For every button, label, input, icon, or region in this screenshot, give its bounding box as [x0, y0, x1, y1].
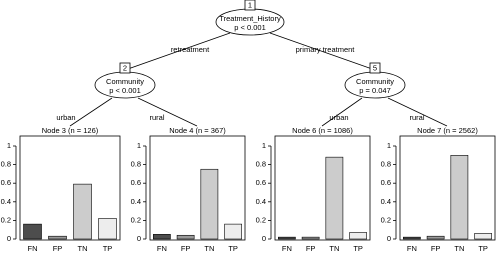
- x-tick-label: TP: [103, 244, 113, 253]
- y-tick-label: 1: [387, 141, 391, 150]
- plot-box: [399, 135, 496, 241]
- edge-label: primary treatment: [296, 45, 356, 54]
- x-tick-label: TN: [204, 244, 214, 253]
- edge: [387, 97, 448, 127]
- edge-labels: retreatment primary treatment urban rura…: [56, 45, 424, 122]
- node-p: p < 0.001: [234, 23, 266, 32]
- bar: [450, 155, 469, 240]
- chart-title: Node 3 (n = 126): [42, 126, 99, 135]
- plot-box: [19, 135, 121, 241]
- bar: [349, 232, 367, 240]
- y-tick-label: 1: [262, 141, 266, 150]
- edge-label: urban: [56, 113, 75, 122]
- bar: [176, 234, 195, 240]
- bar: [153, 234, 171, 240]
- edge: [321, 97, 363, 127]
- bar: [278, 236, 296, 240]
- node-id-box: [119, 62, 131, 74]
- node-label: Community: [356, 77, 394, 86]
- bar: [73, 183, 92, 240]
- edge-label: urban: [329, 113, 348, 122]
- bar: [200, 168, 219, 240]
- y-tick-label: 0.8: [131, 160, 141, 169]
- chart-title: Node 4 (n = 367): [169, 126, 226, 135]
- x-tick-label: FN: [407, 244, 417, 253]
- edge: [124, 32, 231, 71]
- node-label: Community: [106, 77, 144, 86]
- x-tick-label: FP: [431, 244, 441, 253]
- x-tick-label: FP: [306, 244, 316, 253]
- bar: [325, 156, 344, 240]
- chart-title: Node 6 (n = 1086): [292, 126, 353, 135]
- node-id-box: [244, 0, 256, 11]
- node-id: 5: [373, 63, 377, 72]
- node-p: p = 0.047: [359, 86, 391, 95]
- node-p: p < 0.001: [109, 86, 141, 95]
- x-tick-label: TN: [454, 244, 464, 253]
- y-tick-label: 0.4: [1, 197, 11, 206]
- y-tick-label: 0.6: [381, 178, 391, 187]
- edge: [69, 97, 113, 127]
- bar: [224, 223, 242, 240]
- y-tick-label: 0.6: [256, 178, 266, 187]
- y-tick-label: 0.2: [381, 215, 391, 224]
- x-tick-label: TN: [78, 244, 88, 253]
- bar: [474, 233, 492, 240]
- y-tick-label: 0.6: [131, 178, 141, 187]
- bar: [403, 236, 421, 240]
- x-tick-label: TP: [228, 244, 238, 253]
- node-label: Treatment_History: [219, 14, 281, 23]
- y-tick-label: 0.4: [381, 197, 391, 206]
- bar: [301, 236, 320, 240]
- chart-title: Node 7 (n = 2562): [417, 126, 478, 135]
- x-tick-label: FN: [282, 244, 292, 253]
- y-tick-label: 0.4: [131, 197, 141, 206]
- x-tick-label: FP: [181, 244, 191, 253]
- node-id: 1: [248, 0, 252, 9]
- x-tick-label: FN: [28, 244, 38, 253]
- bar: [426, 235, 445, 240]
- x-tick-label: TP: [478, 244, 488, 253]
- y-tick-label: 0.2: [131, 215, 141, 224]
- plot-box: [274, 135, 371, 241]
- edge: [137, 97, 198, 127]
- y-tick-label: 0: [387, 234, 391, 243]
- node-id: 2: [123, 63, 127, 72]
- x-tick-label: TN: [329, 244, 339, 253]
- y-tick-label: 0.8: [1, 160, 11, 169]
- edge-label: retreatment: [171, 45, 210, 54]
- y-tick-label: 0.4: [256, 197, 266, 206]
- edge-label: rural: [149, 113, 164, 122]
- x-tick-label: FN: [157, 244, 167, 253]
- plot-box: [149, 135, 246, 241]
- y-tick-label: 0.2: [1, 215, 11, 224]
- edge: [269, 32, 376, 71]
- bar: [48, 235, 67, 240]
- node-id-box: [369, 62, 381, 74]
- bar: [23, 223, 42, 240]
- y-tick-label: 1: [7, 141, 11, 150]
- x-tick-label: TP: [353, 244, 363, 253]
- y-tick-label: 0: [7, 234, 11, 243]
- y-tick-label: 0.8: [381, 160, 391, 169]
- y-tick-label: 0: [262, 234, 266, 243]
- bar: [98, 218, 117, 240]
- y-tick-label: 1: [137, 141, 141, 150]
- y-tick-label: 0.8: [256, 160, 266, 169]
- y-tick-label: 0: [137, 234, 141, 243]
- x-tick-label: FP: [53, 244, 63, 253]
- y-tick-label: 0.2: [256, 215, 266, 224]
- y-tick-label: 0.6: [1, 178, 11, 187]
- edge-label: rural: [409, 113, 424, 122]
